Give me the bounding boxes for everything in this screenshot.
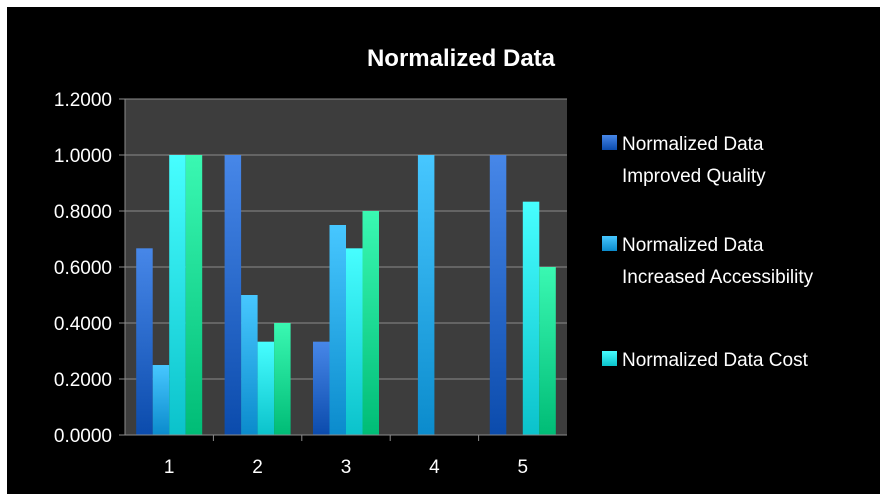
x-tick-label: 5 bbox=[518, 457, 529, 478]
legend-swatch bbox=[602, 236, 617, 251]
chart-svg: Normalized Data 0.0000 0.2000 0.4000 0.6000… bbox=[54, 45, 814, 478]
y-tick-label: 1.2000 bbox=[54, 90, 112, 111]
bar bbox=[169, 155, 186, 435]
bar bbox=[257, 341, 275, 435]
bar bbox=[417, 155, 435, 435]
legend-item: Normalized Data Cost bbox=[602, 350, 809, 371]
legend-item: Normalized Data Improved Quality bbox=[602, 134, 766, 187]
bar bbox=[329, 225, 346, 435]
legend-label: Increased Accessibility bbox=[622, 267, 814, 288]
x-tick-label: 3 bbox=[341, 457, 352, 478]
legend-label: Improved Quality bbox=[622, 166, 766, 187]
bar bbox=[274, 323, 291, 435]
bar bbox=[313, 341, 330, 435]
bar bbox=[185, 155, 203, 435]
bar bbox=[224, 155, 242, 435]
x-tick-label: 1 bbox=[164, 457, 175, 478]
bar bbox=[346, 248, 363, 435]
y-tick-label: 0.6000 bbox=[54, 258, 112, 279]
bar bbox=[489, 155, 507, 435]
y-tick-label: 0.4000 bbox=[54, 314, 112, 335]
bar bbox=[241, 295, 258, 435]
legend-swatch bbox=[602, 135, 617, 150]
bar bbox=[522, 201, 540, 435]
y-tick-label: 1.0000 bbox=[54, 146, 112, 167]
legend-label: Normalized Data Cost bbox=[622, 350, 809, 371]
bar bbox=[152, 365, 170, 435]
y-tick-label: 0.0000 bbox=[54, 426, 112, 447]
legend-label: Normalized Data bbox=[622, 134, 764, 155]
legend-item: Normalized Data Increased Accessibility bbox=[602, 235, 814, 288]
y-tick-label: 0.2000 bbox=[54, 370, 112, 391]
bar bbox=[362, 211, 379, 435]
bar bbox=[136, 248, 153, 435]
x-tick-label: 2 bbox=[252, 457, 263, 478]
legend-swatch bbox=[602, 351, 617, 366]
x-tick-label: 4 bbox=[429, 457, 440, 478]
chart-title: Normalized Data bbox=[367, 45, 556, 72]
legend-label: Normalized Data bbox=[622, 235, 764, 256]
chart-frame: Normalized Data 0.0000 0.2000 0.4000 0.6000… bbox=[7, 7, 880, 494]
bar bbox=[539, 267, 556, 435]
y-tick-label: 0.8000 bbox=[54, 202, 112, 223]
